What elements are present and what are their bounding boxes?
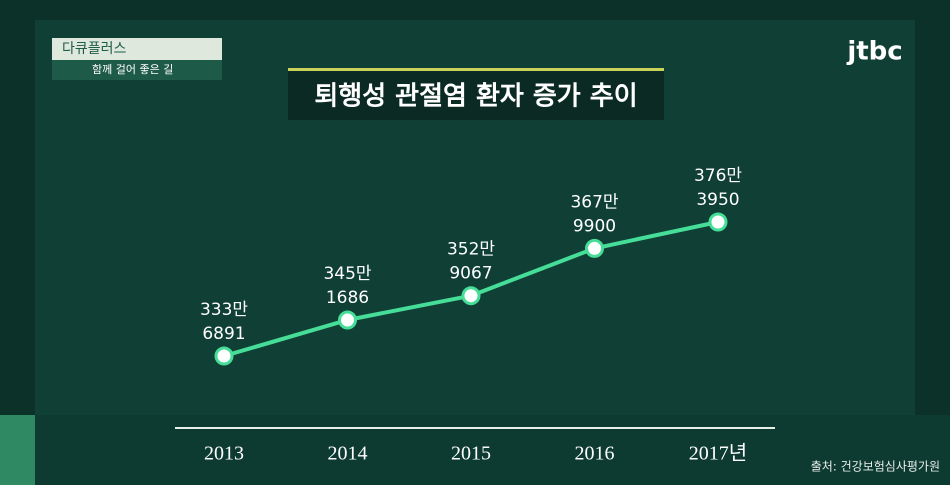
x-tick-label: 2013 — [204, 443, 244, 465]
value-label: 6891 — [202, 324, 245, 344]
value-label: 367만 — [570, 192, 618, 212]
value-label: 9900 — [573, 216, 616, 236]
marker — [214, 346, 234, 366]
chart-title: 퇴행성 관절염 환자 증가 추이 — [314, 82, 637, 112]
x-tick-label: 2016 — [575, 443, 615, 465]
x-tick-label: 2017년 — [689, 442, 747, 465]
value-label: 376만 — [694, 166, 742, 186]
marker — [461, 286, 481, 306]
program: 다큐플러스 — [62, 41, 127, 57]
value-label: 1686 — [326, 288, 369, 308]
title-box — [288, 68, 664, 120]
marker — [338, 310, 357, 330]
value-label: 3950 — [696, 190, 739, 210]
value-label: 352만 — [447, 240, 495, 260]
marker — [585, 238, 604, 258]
marker — [708, 212, 728, 232]
episode: 함께 걸어 좋은 길 — [92, 63, 173, 76]
logo: jtbc — [846, 37, 902, 67]
episode-box — [52, 60, 222, 80]
value-label: 345만 — [323, 264, 371, 284]
value-label: 9067 — [449, 264, 492, 284]
source: 출처: 건강보험심사평가원 — [811, 460, 940, 474]
accent — [0, 415, 35, 485]
footer-band — [0, 415, 950, 485]
program-box — [52, 38, 222, 60]
x-tick-label: 2015 — [451, 443, 491, 465]
x-tick-label: 2014 — [328, 443, 368, 465]
value-label: 333만 — [200, 300, 248, 320]
title-accent — [288, 68, 664, 71]
